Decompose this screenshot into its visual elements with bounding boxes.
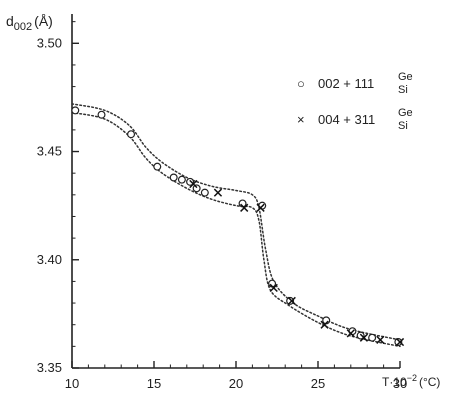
x-marker-stroke-b (269, 283, 278, 293)
fit-bands (71, 103, 401, 348)
series-0-point-5 (177, 175, 186, 184)
legend-label-2: 004 + 311 (318, 112, 375, 127)
series-0-point-1 (97, 110, 106, 119)
series-1-point-6 (320, 320, 329, 329)
series-1-point-10 (395, 337, 405, 347)
series-0-point-12 (286, 296, 295, 305)
legend-entry-1: ○ 002 + 111 Ge Si (297, 71, 413, 96)
y-tick-label-0: 3.35 (37, 360, 62, 375)
series-0-point-0 (71, 106, 80, 115)
series-1-point-4 (269, 283, 278, 293)
x-marker-stroke-b (346, 329, 355, 338)
fit-curve-lower (71, 111, 401, 348)
series-0-point-6 (186, 177, 195, 186)
y-tick-label-2: 3.45 (37, 144, 62, 159)
x-marker-stroke-b (376, 335, 385, 344)
series-0-point-16 (368, 333, 377, 342)
legend-sub-top-2: Ge (398, 107, 413, 119)
series-0-point-15 (356, 331, 365, 340)
series-1-point-8 (359, 333, 369, 342)
y-axis-label: d002 (Å) (6, 13, 53, 33)
y-axis-label-unit: (Å) (34, 13, 53, 29)
y-tick-label-1: 3.40 (37, 252, 62, 267)
series-0-point-17 (394, 338, 403, 347)
legend-symbol-2: × (297, 112, 305, 127)
x-marker-stroke-b (395, 337, 405, 347)
legend-sub-top-1: Ge (398, 71, 413, 83)
series-1-point-5 (287, 296, 296, 306)
x-axis-label-main: T·10 (382, 375, 407, 389)
series-0-point-2 (127, 130, 136, 139)
series-1-point-1 (213, 188, 223, 197)
x-marker-stroke-b (287, 296, 296, 306)
legend-entry-2: × 004 + 311 Ge Si (297, 107, 413, 132)
series-1-point-7 (346, 329, 355, 338)
series-1-point-9 (376, 335, 385, 344)
legend-label-1: 002 + 111 (318, 76, 374, 91)
x-tick-label-4: 30 (393, 376, 407, 391)
x-tick-label-3: 25 (311, 376, 325, 391)
axes: 10 15 20 25 30 3.35 3.40 3.45 3.50 (37, 14, 407, 391)
x-marker-stroke-b (240, 203, 249, 212)
x-tick-label-0: 10 (65, 376, 79, 391)
legend-sub-bottom-1: Si (398, 84, 408, 96)
x-tick-label-2: 20 (229, 376, 243, 391)
series-1-point-0 (189, 179, 198, 189)
series-0-point-8 (200, 188, 209, 197)
x-marker-stroke-b (320, 320, 329, 329)
series-0-point-4 (169, 173, 178, 182)
y-tick-label-3: 3.50 (37, 35, 62, 50)
x-marker-stroke-b (213, 188, 223, 197)
x-axis-label-unit: (°C) (419, 375, 440, 389)
x-axis-label-exp: −2 (407, 373, 417, 383)
x-marker-stroke-b (359, 333, 369, 342)
y-axis-label-sub: 002 (14, 21, 32, 33)
legend-sub-bottom-2: Si (398, 120, 408, 132)
series-1-point-3 (256, 203, 265, 212)
x-marker-stroke-b (189, 179, 198, 189)
legend-symbol-1: ○ (297, 76, 305, 91)
y-axis-label-main: d (6, 13, 14, 29)
x-axis-label: T·10−2 (°C) (382, 373, 440, 389)
data-points (71, 106, 405, 347)
legend: ○ 002 + 111 Ge Si × 004 + 311 Ge Si (297, 71, 413, 132)
fit-curve-upper (71, 103, 401, 341)
x-tick-label-1: 15 (147, 376, 161, 391)
series-0-point-3 (153, 162, 162, 171)
series-1-point-2 (240, 203, 249, 212)
x-marker-stroke-b (256, 203, 265, 212)
